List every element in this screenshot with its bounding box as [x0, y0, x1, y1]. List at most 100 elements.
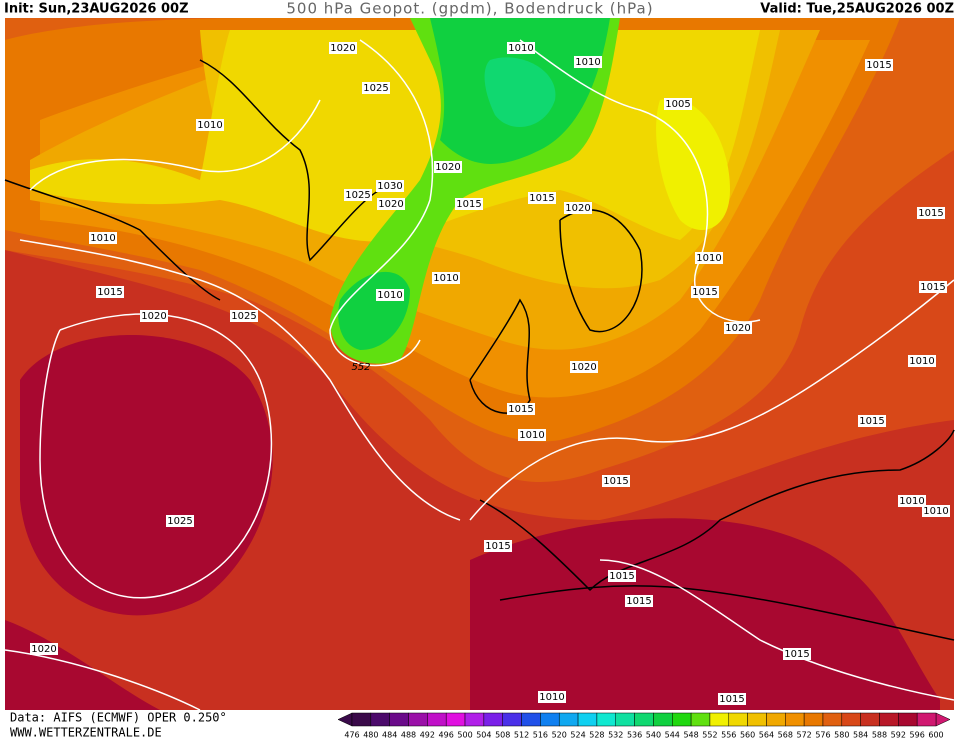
isobar-label: 1025 — [231, 311, 256, 322]
coastline — [469, 298, 531, 414]
isobar-label: 1010 — [539, 692, 564, 703]
isobar — [29, 99, 321, 191]
colorbar-label: 568 — [778, 731, 793, 740]
isobar-label: 1015 — [485, 541, 510, 552]
isobar-label: 1005 — [665, 99, 690, 110]
isobar-label-box — [166, 515, 194, 527]
colorbar-label: 592 — [891, 731, 906, 740]
isobar — [519, 39, 761, 323]
colorbar-label: 524 — [570, 731, 585, 740]
colorbar-label: 512 — [514, 731, 529, 740]
colorbar-label: 576 — [815, 731, 830, 740]
isobar-label-box — [362, 82, 390, 94]
colorbar-swatch — [690, 712, 711, 727]
colorbar-swatch — [822, 712, 843, 727]
isobar-label: 1010 — [519, 430, 544, 441]
isobar-label-box — [917, 207, 945, 219]
colorbar-swatch — [540, 712, 560, 727]
isobar-label-box — [691, 286, 719, 298]
isobar-label-box — [922, 505, 950, 517]
colorbar-label: 536 — [627, 731, 642, 740]
colorbar-swatch — [408, 712, 428, 727]
colorbar-label: 560 — [740, 731, 755, 740]
website: WWW.WETTERZENTRALE.DE — [10, 726, 162, 740]
isobar-label: 1015 — [866, 60, 891, 71]
colorbar-label: 516 — [533, 731, 548, 740]
colorbar-swatch — [841, 712, 861, 727]
isobar-label-box — [507, 42, 535, 54]
isobar-label-box — [140, 310, 168, 322]
isobar-label: 1020 — [571, 362, 596, 373]
colorbar-label: 564 — [759, 731, 774, 740]
isobar-label-box — [564, 202, 592, 214]
isobar-label: 1010 — [909, 356, 934, 367]
isobar-label-box — [376, 289, 404, 301]
init-time: Init: Sun,23AUG2026 00Z — [4, 2, 189, 17]
valid-time: Valid: Tue,25AUG2026 00Z — [760, 2, 954, 17]
field-region — [5, 620, 160, 710]
colorbar-label: 504 — [476, 731, 491, 740]
colorbar-swatch — [596, 712, 616, 727]
isobar-label-box — [455, 198, 483, 210]
colorbar-swatch — [803, 712, 824, 727]
isobar-label-box — [602, 475, 630, 487]
isobar-label: 1015 — [859, 416, 884, 427]
colorbar-swatch — [502, 712, 522, 727]
isobar-label: 1010 — [923, 506, 948, 517]
isobar-label-box — [377, 198, 405, 210]
field-region — [470, 518, 940, 710]
colorbar-swatch — [389, 712, 409, 727]
isobar-label-box — [625, 595, 653, 607]
coastline — [499, 585, 955, 641]
isobar-label-box — [919, 281, 947, 293]
isobar-label: 1015 — [918, 208, 943, 219]
colorbar-label: 492 — [420, 731, 435, 740]
isobar-label-box — [507, 403, 535, 415]
colorbar-swatch — [634, 712, 654, 727]
isobar-label: 1020 — [725, 323, 750, 334]
colorbar-label: 508 — [495, 731, 510, 740]
isobar-label-box — [230, 310, 258, 322]
colorbar-swatch — [785, 712, 805, 727]
isobar-label-box — [518, 429, 546, 441]
isobar-label: 1015 — [529, 193, 554, 204]
isobar-label: 1025 — [345, 190, 370, 201]
isobar-label: 1020 — [31, 644, 56, 655]
colorbar-label: 484 — [382, 731, 397, 740]
colorbar-label: 596 — [910, 731, 925, 740]
isobar-label: 1015 — [784, 649, 809, 660]
coastline — [479, 429, 955, 592]
isobar-label-box — [434, 161, 462, 173]
isobar-label-box — [724, 322, 752, 334]
data-source: Data: AIFS (ECMWF) OPER 0.250° — [10, 711, 227, 725]
isobar-label-box — [865, 59, 893, 71]
colorbar-swatch — [521, 712, 541, 727]
colorbar-swatch — [709, 712, 730, 727]
isobar-label: 1020 — [141, 311, 166, 322]
colorbar-label: 488 — [401, 731, 416, 740]
colorbar-swatch — [916, 712, 937, 727]
isobar-label: 1030 — [377, 181, 402, 192]
colorbar-label: 556 — [721, 731, 736, 740]
isobar-label: 1010 — [377, 290, 402, 301]
isobar-label-box — [858, 415, 886, 427]
isobar-label-box — [89, 232, 117, 244]
colorbar-swatch — [370, 712, 390, 727]
isobar-label: 1015 — [692, 287, 717, 298]
colorbar-label: 544 — [665, 731, 680, 740]
colorbar-swatch — [577, 712, 598, 727]
isobar-label-box — [908, 355, 936, 367]
colorbar-swatch — [860, 712, 880, 727]
colorbar-swatch — [672, 712, 692, 727]
isobar-label: 1010 — [433, 273, 458, 284]
colorbar-swatch — [558, 712, 579, 727]
isobar-label: 1010 — [508, 43, 533, 54]
isobar-label: 1025 — [363, 83, 388, 94]
isobar-label: 1015 — [456, 199, 481, 210]
isobar-label: 1020 — [435, 162, 460, 173]
isobar-label-box — [344, 189, 372, 201]
geopotential-field — [4, 18, 955, 710]
isobar-label-box — [484, 540, 512, 552]
isobar-label: 1010 — [90, 233, 115, 244]
colorbar-swatch — [615, 712, 635, 727]
